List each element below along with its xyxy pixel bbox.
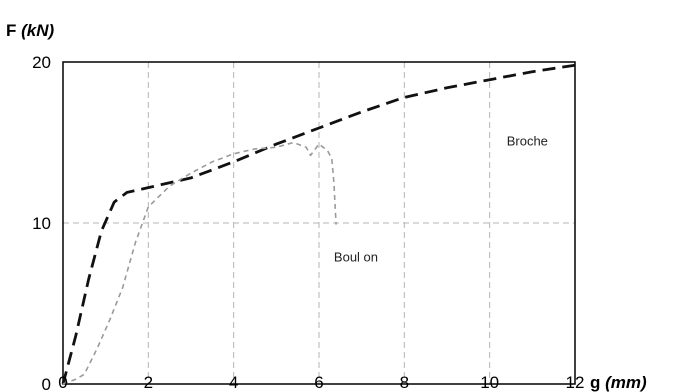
x-tick-label: 4: [229, 373, 238, 392]
series-layer: Broche Boul on: [61, 63, 576, 385]
x-tick-label: 10: [480, 373, 499, 392]
tick-labels: 0 2 4 6 8 10 12 0 10 20: [32, 53, 584, 392]
series-line-0: [61, 63, 576, 385]
series-line-1: [62, 141, 337, 385]
x-tick-label: 12: [566, 373, 585, 392]
x-tick-label: 8: [400, 373, 409, 392]
x-tick-label: 6: [314, 373, 323, 392]
series-label-1: Boul on: [334, 250, 378, 265]
series-label-0: Broche: [507, 134, 548, 149]
y-tick-label: 10: [32, 214, 51, 233]
x-tick-label: 2: [144, 373, 153, 392]
x-axis-label: g (mm): [590, 373, 647, 392]
y-tick-label: 20: [32, 53, 51, 72]
y-tick-label: 0: [42, 375, 51, 392]
x-tick-label: 0: [58, 373, 67, 392]
grid: [63, 62, 575, 384]
y-axis-label: F (kN): [6, 21, 55, 40]
plot-frame: [62, 61, 576, 385]
